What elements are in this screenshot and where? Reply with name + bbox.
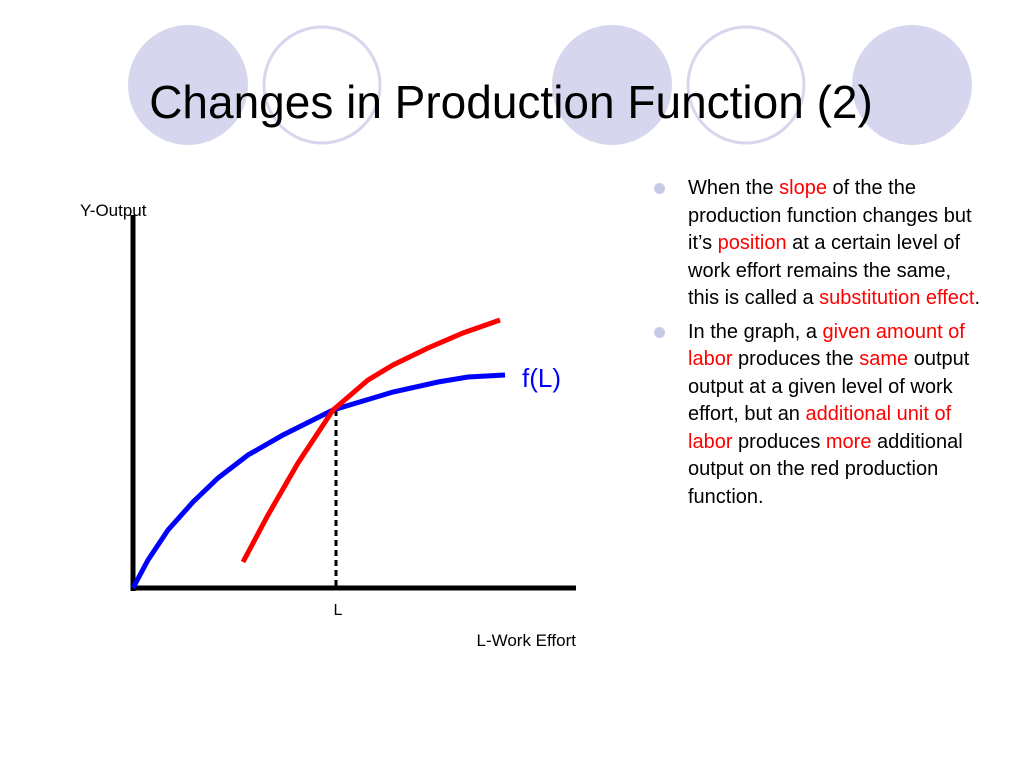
x-axis-label: L-Work Effort: [476, 631, 576, 650]
red-curve: [240, 317, 501, 564]
highlighted-text: given amount of labor: [688, 320, 965, 371]
highlighted-text: additional unit of labor: [688, 403, 952, 453]
bullet-text: .: [974, 287, 981, 309]
bullet-text: output output at a given level of work e…: [688, 348, 970, 425]
x-marker-label: L: [334, 602, 343, 619]
y-axis-label: Y-Output: [80, 201, 147, 220]
bullet: In the graph, a given amount of labor pr…: [652, 319, 987, 512]
circle: [262, 25, 382, 145]
circle: [552, 25, 672, 145]
bullet-text: additional output on the red production …: [688, 430, 963, 508]
decoration-circles: [128, 25, 972, 145]
circle: [686, 25, 806, 145]
highlighted-text: slope: [779, 177, 827, 199]
circle: [128, 25, 248, 145]
highlighted-text: substitution effect: [819, 287, 975, 309]
bullet-text: produces: [732, 430, 826, 453]
highlighted-text: more: [825, 430, 872, 453]
curve-label: f(L): [522, 363, 561, 393]
blue-curve: [130, 372, 506, 590]
highlighted-text: position: [717, 232, 787, 254]
highlighted-text: same: [859, 348, 909, 370]
bullet-text: When the: [688, 177, 780, 199]
title: Changes in Production Function (2): [149, 76, 873, 128]
bullet-text: produces the: [732, 348, 860, 370]
circle: [852, 25, 972, 145]
bullet-list: When the slope of the the production fun…: [652, 175, 987, 517]
bullet-text: at a certain level of work effort remain…: [688, 232, 961, 309]
bullet-text: of the the production function changes b…: [688, 177, 972, 254]
bullet-text: In the graph, a: [688, 320, 823, 343]
bullet: When the slope of the the production fun…: [652, 175, 987, 313]
